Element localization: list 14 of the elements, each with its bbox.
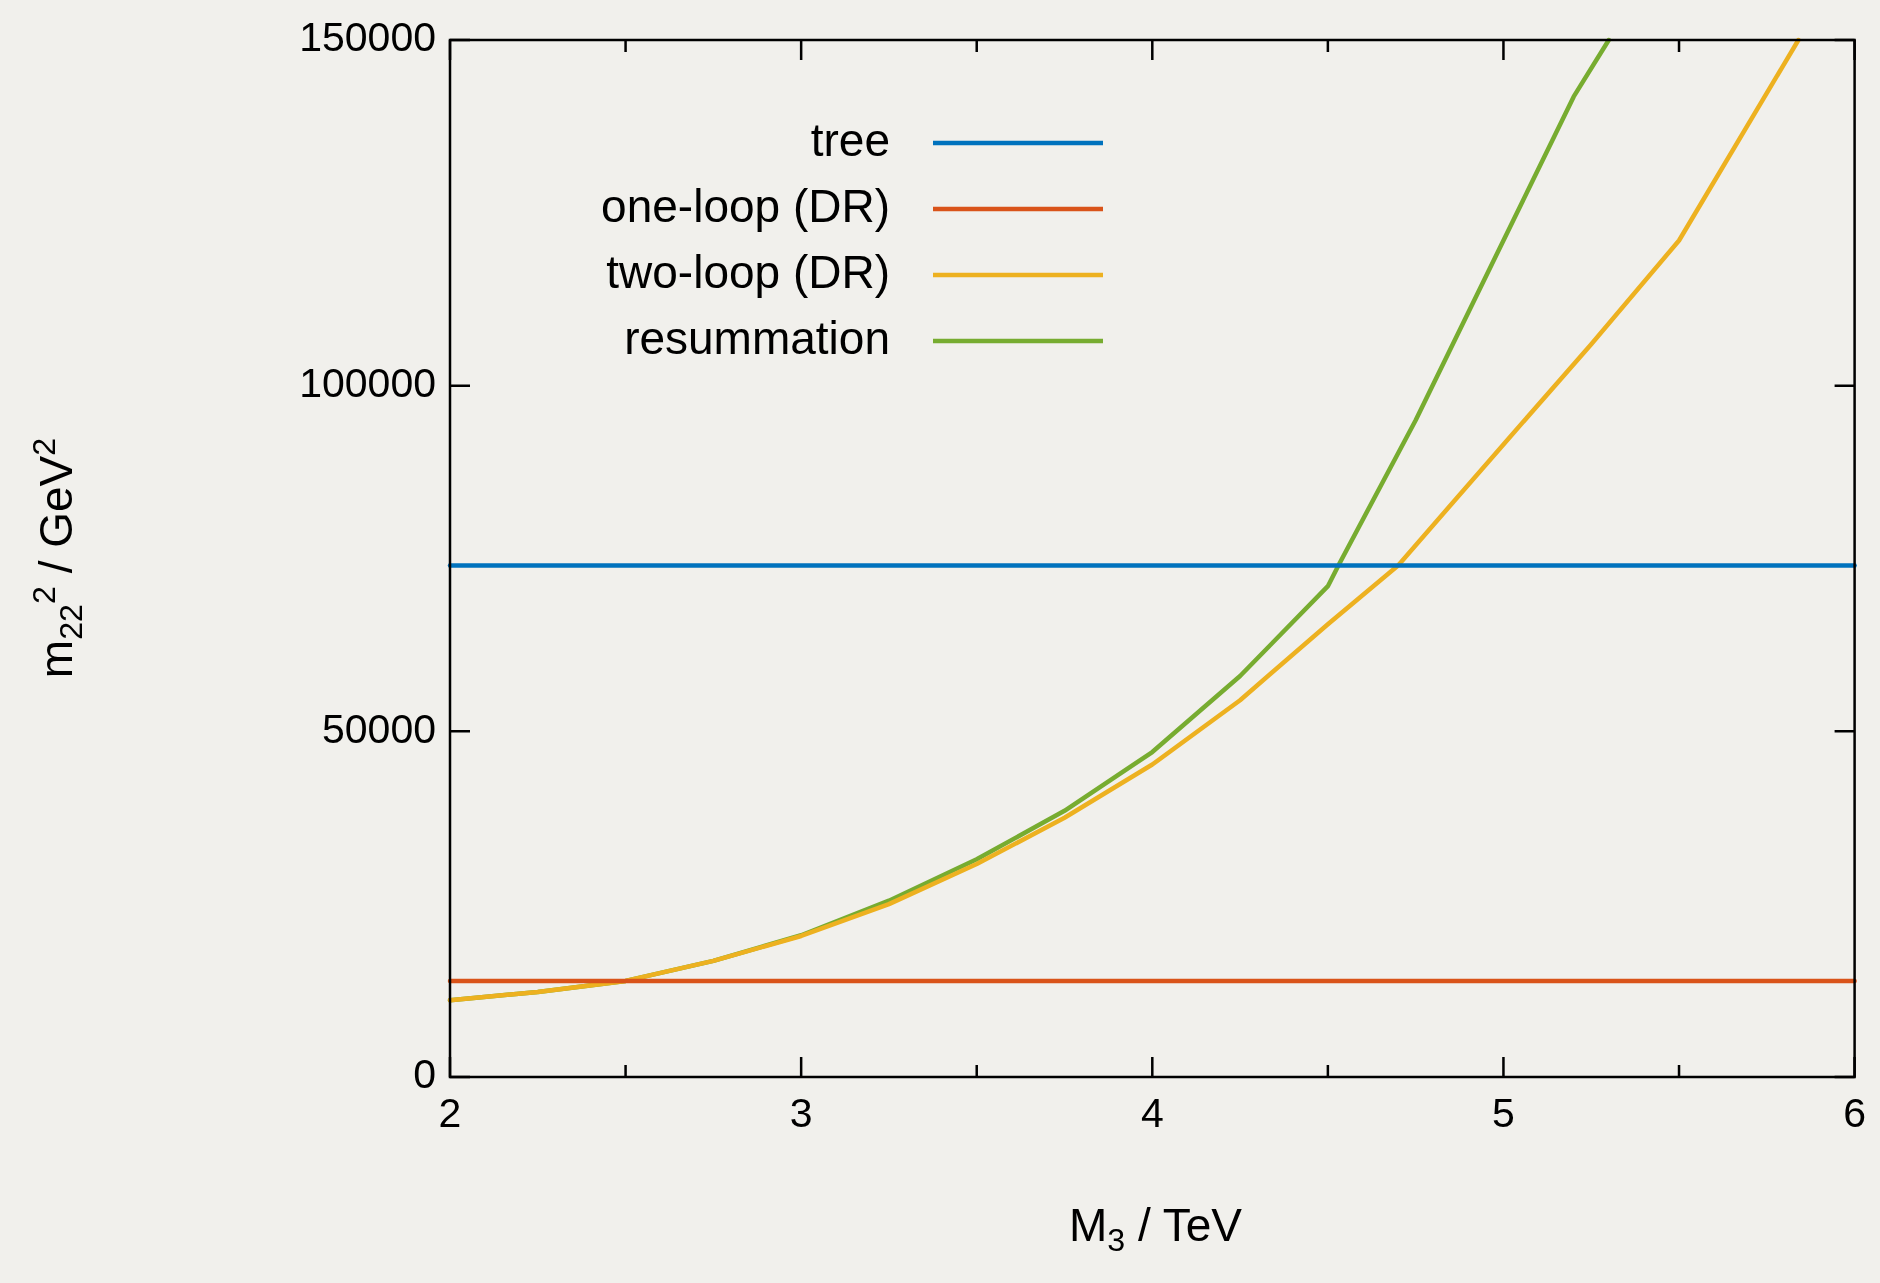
- x-tick-label: 3: [789, 1089, 813, 1136]
- legend-label: one-loop (DR): [601, 179, 890, 232]
- y-tick-label: 50000: [321, 705, 436, 752]
- legend-label: two-loop (DR): [606, 245, 890, 298]
- x-tick-label: 5: [1492, 1089, 1515, 1136]
- legend-label: tree: [810, 113, 890, 166]
- x-axis-title: M$_{3}$ / TeV: [1068, 1198, 1243, 1260]
- y-tick-label: 100000: [299, 359, 436, 406]
- y-tick-label: 0: [413, 1051, 436, 1098]
- x-tick-label: 4: [1140, 1089, 1164, 1136]
- x-tick-label: 6: [1843, 1089, 1867, 1136]
- x-tick-label: 2: [438, 1089, 462, 1136]
- legend-label: resummation: [624, 311, 890, 364]
- y-tick-label: 150000: [299, 14, 436, 61]
